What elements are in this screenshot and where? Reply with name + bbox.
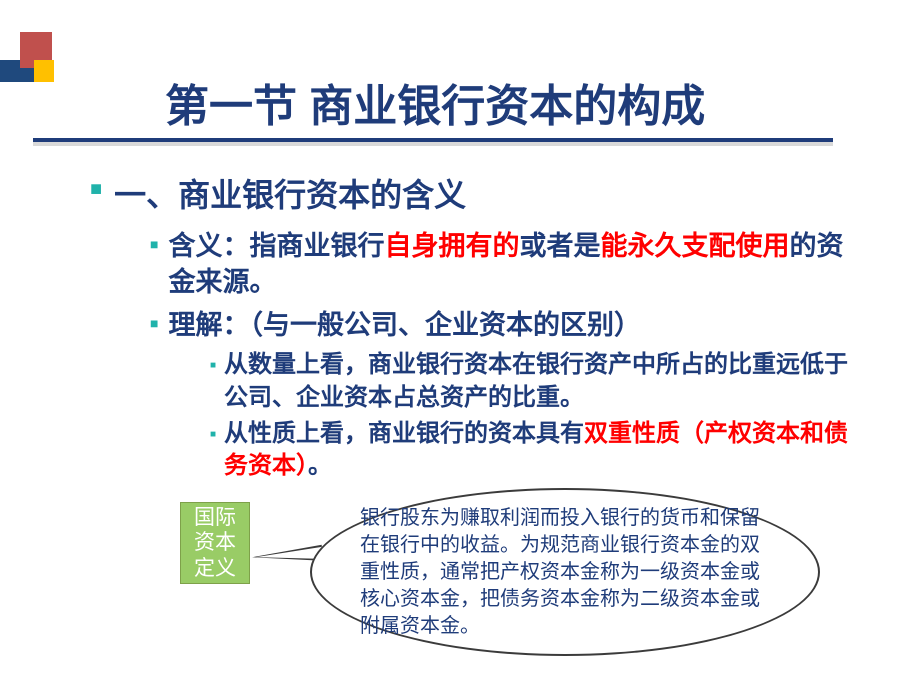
text-span: 或者是 (519, 231, 600, 261)
title-underline (33, 138, 833, 142)
callout-bubble: 银行股东为赚取利润而投入银行的货币和保留在银行中的收益。为规范商业银行资本金的双… (310, 488, 820, 656)
sub-bullet-item: ■ 从数量上看，商业银行资本在银行资产中所占的比重远低于公司、企业资本占总资产的… (210, 349, 870, 414)
text-span: 含义：指商业银行 (168, 231, 384, 261)
bullet-icon: ■ (90, 178, 102, 216)
bullet-icon: ■ (210, 360, 216, 414)
section-heading-row: ■ 一、商业银行资本的含义 (90, 170, 870, 216)
sub-bullet-item: ■ 从性质上看，商业银行的资本具有双重性质（产权资本和债务资本）。 (210, 418, 870, 483)
highlight-text: 自身拥有的 (384, 231, 519, 261)
bullet-item: ■ 理解：（与一般公司、企业资本的区别） (150, 307, 870, 343)
sub-bullet-text: 从性质上看，商业银行的资本具有双重性质（产权资本和债务资本）。 (224, 418, 870, 483)
section-heading: 一、商业银行资本的含义 (114, 170, 466, 216)
callout-label: 国际 资本 定义 (180, 502, 250, 584)
callout-label-line: 资本 (194, 530, 236, 555)
bullet-icon: ■ (210, 429, 216, 483)
callout-label-line: 国际 (194, 505, 236, 530)
callout-text: 银行股东为赚取利润而投入银行的货币和保留在银行中的收益。为规范商业银行资本金的双… (360, 505, 770, 640)
bullet-text: 含义：指商业银行自身拥有的或者是能永久支配使用的资金来源。 (168, 228, 870, 301)
corner-decoration (0, 32, 60, 92)
sub-bullet-text: 从数量上看，商业银行资本在银行资产中所占的比重远低于公司、企业资本占总资产的比重… (224, 349, 870, 414)
bullet-item: ■ 含义：指商业银行自身拥有的或者是能永久支配使用的资金来源。 (150, 228, 870, 301)
bullet-icon: ■ (150, 238, 158, 301)
slide-title: 第一节 商业银行资本的构成 (165, 70, 705, 134)
text-span: 从性质上看，商业银行的资本具有 (224, 420, 584, 447)
highlight-text: 能永久支配使用 (600, 231, 789, 261)
callout-label-line: 定义 (194, 556, 236, 581)
bullet-icon: ■ (150, 317, 158, 343)
content-area: ■ 一、商业银行资本的含义 ■ 含义：指商业银行自身拥有的或者是能永久支配使用的… (90, 170, 870, 487)
text-span: 。 (308, 452, 332, 479)
bullet-text: 理解：（与一般公司、企业资本的区别） (168, 307, 641, 343)
